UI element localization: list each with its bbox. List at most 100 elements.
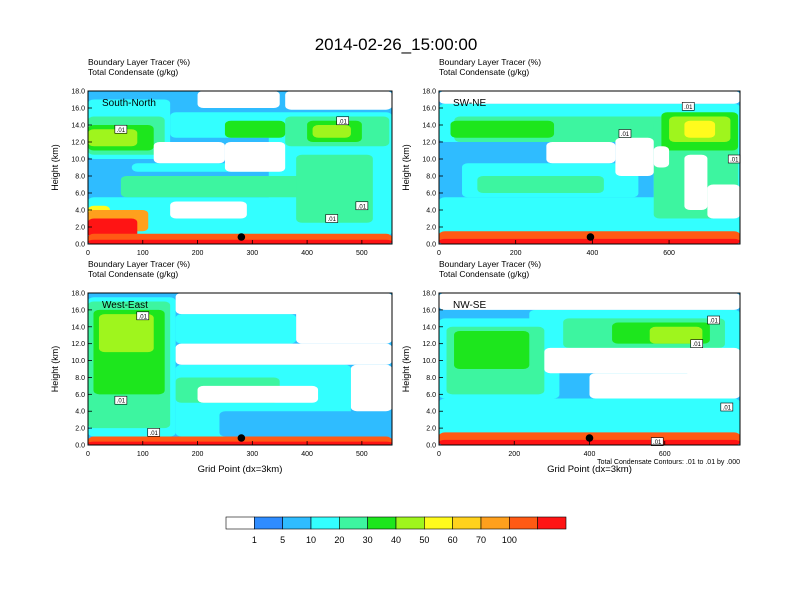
- contour-label-box: [650, 437, 664, 446]
- colorbar-box: [367, 516, 397, 530]
- colorbar-box: [282, 516, 312, 530]
- y-tick-label: 12.0: [422, 140, 436, 147]
- colorbar-box: [480, 516, 510, 530]
- field-cell: [285, 91, 392, 110]
- contour-label: .01: [117, 128, 126, 134]
- field-cell: [197, 91, 280, 108]
- station-marker: [585, 434, 594, 442]
- colorbar-box: [537, 516, 567, 530]
- x-tick-label: 0: [437, 451, 441, 458]
- contour-label: .01: [693, 342, 702, 348]
- contour-label: .01: [709, 319, 718, 325]
- station-marker: [586, 233, 595, 241]
- field-cell: [350, 364, 392, 412]
- x-tick-label: 400: [301, 250, 313, 257]
- y-tick-label: 16.0: [422, 307, 436, 314]
- field-cell: [175, 293, 392, 315]
- panel-label: West-East: [102, 300, 148, 311]
- y-axis-label: Height (km): [50, 144, 60, 191]
- figure-title: 2014-02-26_15:00:00: [315, 35, 478, 54]
- panel-south-north: Boundary Layer Tracer (%)Total Condensat…: [50, 57, 393, 257]
- y-tick-label: 14.0: [422, 123, 436, 130]
- panel-sw-ne: Boundary Layer Tracer (%)Total Condensat…: [401, 57, 741, 257]
- contour-label-box: [618, 129, 632, 138]
- field-cell: [88, 441, 392, 445]
- colorbar-label: 20: [334, 535, 344, 545]
- field-cell: [477, 176, 604, 193]
- y-tick-label: 18.0: [71, 89, 85, 96]
- x-tick-label: 300: [246, 250, 258, 257]
- y-tick-label: 18.0: [422, 89, 436, 96]
- y-tick-label: 16.0: [71, 106, 85, 113]
- field-cell: [707, 184, 740, 219]
- y-tick-label: 12.0: [71, 341, 85, 348]
- y-tick-label: 0.0: [426, 443, 436, 450]
- y-tick-label: 4.0: [75, 208, 85, 215]
- contour-label: .01: [150, 431, 159, 437]
- field-cell: [312, 125, 351, 138]
- x-tick-label: 400: [587, 250, 599, 257]
- panel-title-line: Total Condensate (g/kg): [439, 67, 529, 77]
- y-tick-label: 14.0: [71, 324, 85, 331]
- x-tick-label: 200: [192, 451, 204, 458]
- contour-label: .01: [358, 204, 367, 210]
- field-cell: [439, 398, 740, 437]
- contour-label: .01: [653, 440, 662, 446]
- field-cell: [88, 239, 392, 244]
- y-tick-label: 10.0: [71, 358, 85, 365]
- y-tick-label: 8.0: [426, 174, 436, 181]
- contour-label: .01: [684, 105, 693, 111]
- y-tick-label: 0.0: [426, 242, 436, 249]
- x-tick-label: 500: [356, 451, 368, 458]
- y-tick-label: 10.0: [71, 157, 85, 164]
- panel-title-line: Total Condensate (g/kg): [88, 269, 178, 279]
- x-axis-label: Grid Point (dx=3km): [198, 464, 283, 475]
- station-marker: [237, 233, 246, 241]
- x-tick-label: 200: [508, 451, 520, 458]
- contour-label-box: [336, 116, 350, 126]
- y-tick-label: 6.0: [426, 191, 436, 198]
- x-tick-label: 600: [663, 250, 675, 257]
- colorbar-box: [225, 516, 255, 530]
- panel-label: South-North: [102, 98, 156, 109]
- colorbar-box: [339, 516, 368, 530]
- y-axis-label: Height (km): [401, 144, 411, 191]
- contour-label-box: [720, 402, 734, 412]
- panel-west-east: Boundary Layer Tracer (%)Total Condensat…: [50, 259, 393, 475]
- field-cell: [224, 142, 286, 172]
- x-tick-label: 500: [356, 250, 368, 257]
- colorbar-label: 60: [448, 535, 458, 545]
- y-tick-label: 2.0: [426, 225, 436, 232]
- field-cell: [454, 331, 530, 369]
- panel-title-line: Boundary Layer Tracer (%): [88, 57, 190, 67]
- plot-frame: [87, 292, 393, 446]
- y-tick-label: 10.0: [422, 157, 436, 164]
- y-tick-label: 18.0: [422, 291, 436, 298]
- contour-label-box: [114, 124, 128, 134]
- field-cell: [175, 314, 297, 344]
- x-tick-label: 400: [584, 451, 596, 458]
- colorbar-label: 70: [476, 535, 486, 545]
- contour-label: .01: [139, 314, 148, 320]
- field-cell: [687, 352, 740, 399]
- colorbar-label: 30: [363, 535, 373, 545]
- contour-label: .01: [621, 132, 630, 138]
- y-tick-label: 18.0: [71, 291, 85, 298]
- contour-label-box: [325, 214, 339, 223]
- x-tick-label: 0: [437, 250, 441, 257]
- field-cell: [175, 343, 392, 365]
- field-cell: [197, 385, 319, 403]
- field-cell: [219, 411, 392, 437]
- contour-label-box: [147, 428, 161, 437]
- contour-label: .01: [328, 217, 337, 223]
- y-tick-label: 2.0: [426, 426, 436, 433]
- colorbar: 1 5 10 20 30 40 50 60 70 100: [225, 516, 567, 545]
- x-axis-label: Grid Point (dx=3km): [547, 464, 632, 475]
- y-axis-label: Height (km): [401, 346, 411, 393]
- contour-label: .01: [339, 119, 348, 125]
- x-tick-label: 100: [137, 451, 149, 458]
- contour-label-box: [136, 311, 150, 321]
- contour-note: Total Condensate Contours: .01 to .01 by…: [597, 459, 740, 466]
- x-tick-label: 400: [301, 451, 313, 458]
